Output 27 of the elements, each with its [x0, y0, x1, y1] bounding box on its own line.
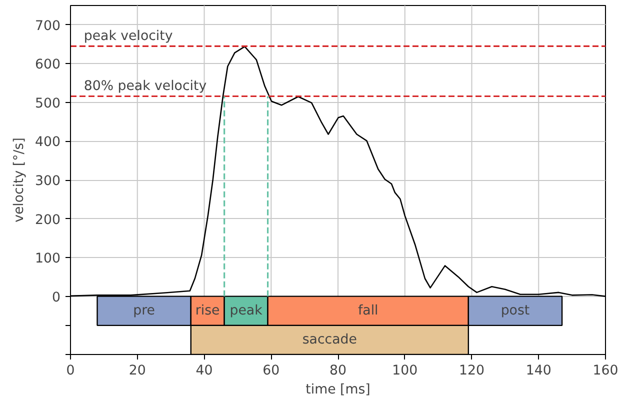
band-label: post: [500, 303, 530, 318]
ref-line-label: peak velocity: [84, 29, 173, 44]
x-tick-label: 40: [196, 364, 213, 378]
y-tick-label: 100: [35, 252, 61, 267]
band-label: saccade: [302, 332, 357, 348]
band-label: fall: [358, 303, 378, 318]
y-tick-label: 200: [35, 212, 61, 228]
x-tick-label: 160: [592, 364, 618, 378]
x-tick-label: 20: [128, 364, 146, 378]
band-label: peak: [230, 303, 263, 318]
y-tick-label: 400: [35, 135, 61, 150]
x-tick-label: 140: [526, 364, 552, 378]
y-axis-title: velocity [°/s]: [12, 138, 28, 222]
x-tick-label: 120: [459, 364, 484, 378]
band-label: pre: [133, 303, 155, 318]
x-tick-label: 80: [330, 364, 346, 378]
y-tick-label: 0: [52, 290, 61, 306]
x-axis-title: time [ms]: [306, 382, 370, 398]
y-tick-label: 600: [35, 58, 61, 73]
x-tick-label: 0: [66, 364, 75, 378]
x-tick-label: 100: [392, 364, 418, 378]
y-tick-label: 500: [35, 96, 61, 112]
y-tick-label: 700: [35, 18, 61, 34]
band-label: rise: [195, 303, 220, 318]
ref-line-label: 80% peak velocity: [84, 79, 207, 94]
y-tick-label: 300: [35, 174, 61, 189]
x-tick-label: 60: [262, 364, 280, 378]
